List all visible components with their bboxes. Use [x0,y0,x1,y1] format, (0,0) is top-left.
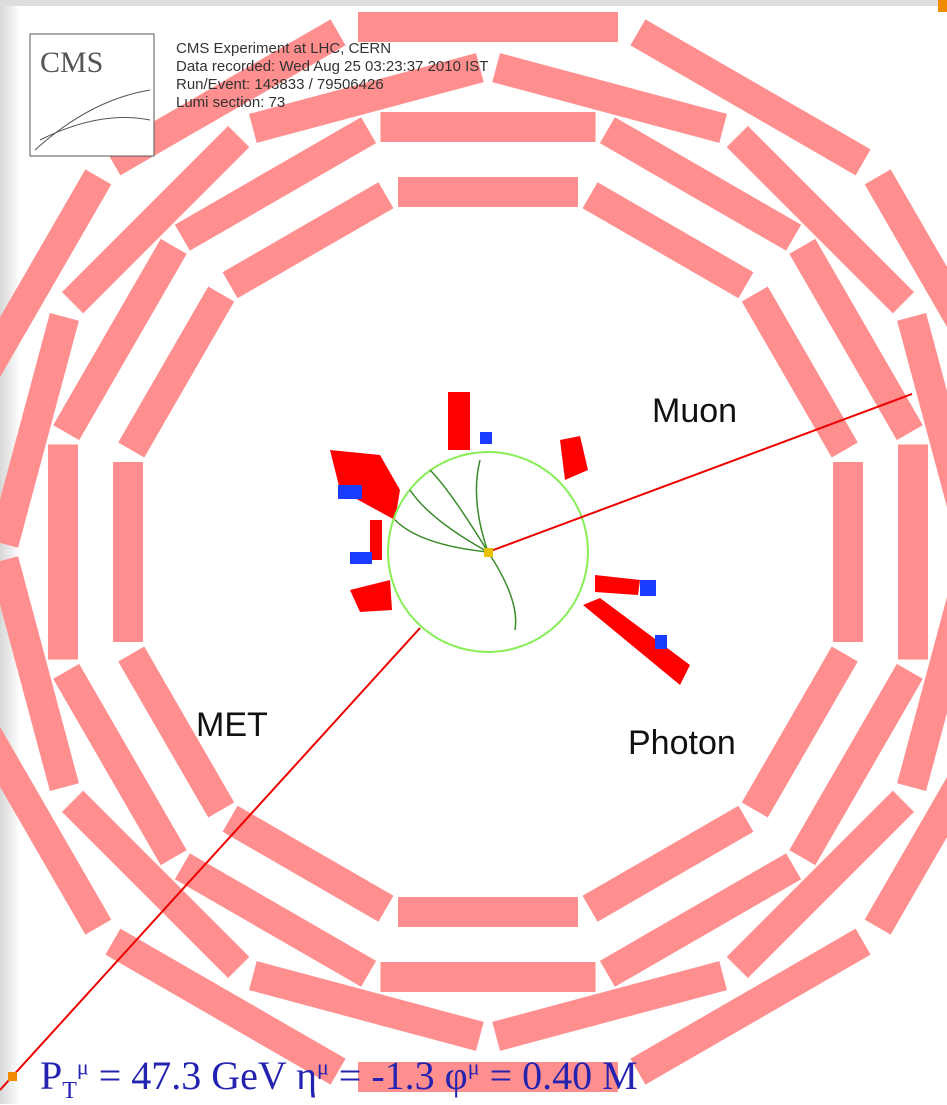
tower [448,392,470,450]
slide-edge [0,0,20,1104]
bullet [8,1072,17,1081]
tower [480,432,492,444]
caption-part: P [40,1053,62,1098]
event-display: CMS [0,0,947,1104]
muon-chamber [358,12,618,42]
caption: PTμ = 47.3 GeV ημ = -1.3 φμ = 0.40 M [40,1052,638,1105]
met-label: MET [196,706,268,745]
logo-text: CMS [40,46,103,79]
track [395,520,488,552]
caption-part: T [62,1078,77,1104]
muon-chamber [398,177,578,207]
caption-part: μ [317,1055,329,1080]
slide-edge [0,0,947,6]
caption-part: μ [77,1055,89,1080]
muon-chamber [113,462,143,642]
track [476,460,488,552]
muon-chamber [381,962,596,992]
caption-part: = 0.40 M [480,1053,638,1098]
track [488,552,516,630]
cms-logo: CMS [30,34,154,156]
tower [560,436,588,480]
caption-part: = -1.3 φ [329,1053,468,1098]
info-line: CMS Experiment at LHC, CERN [176,40,488,58]
tower [350,580,392,612]
detector-rings [0,12,947,1092]
vertex [484,548,493,557]
tower [350,552,372,564]
muon-chamber [898,445,928,660]
muon-chamber [48,445,78,660]
info-line: Lumi section: 73 [176,94,488,112]
tower [595,575,640,595]
info-line: Data recorded: Wed Aug 25 03:23:37 2010 … [176,58,488,76]
calo-towers [330,392,690,685]
caption-part: μ [468,1055,480,1080]
muon-chamber [381,112,596,142]
caption-part: = 47.3 GeV η [89,1053,317,1098]
tower [655,635,667,649]
tower [640,580,656,596]
tower [583,598,690,685]
page: CMS CMS Experiment at LHC, CERN Data rec… [0,0,947,1104]
track [430,470,488,552]
run-info: CMS Experiment at LHC, CERN Data recorde… [176,40,488,112]
tower [338,485,362,499]
muon-chamber [398,897,578,927]
corner-mark [938,0,947,12]
muon-label: Muon [652,392,737,431]
muon-chamber [833,462,863,642]
info-line: Run/Event: 143833 / 79506426 [176,76,488,94]
photon-label: Photon [628,724,736,763]
